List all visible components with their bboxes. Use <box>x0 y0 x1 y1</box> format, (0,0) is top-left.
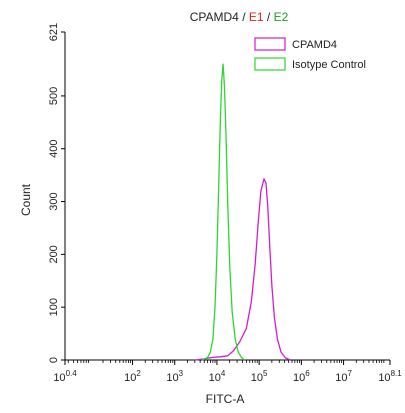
series-line-cpamd4 <box>194 178 291 361</box>
legend-label: CPAMD4 <box>292 39 337 51</box>
title-separator: / <box>264 10 274 24</box>
x-axis-label: FITC-A <box>206 392 245 406</box>
legend-label: Isotype Control <box>292 59 366 71</box>
series-line-isotype-control <box>202 63 245 361</box>
chart-title: CPAMD4 / E1 / E2 <box>190 10 289 24</box>
y-tick-label: 100 <box>48 298 60 316</box>
series-layer <box>194 63 291 361</box>
y-tick-label: 0 <box>48 357 60 363</box>
x-tick-label: 100.4 <box>53 369 77 384</box>
y-tick-label: 200 <box>48 245 60 263</box>
y-tick-label: 500 <box>48 87 60 105</box>
title-e1: E1 <box>249 10 264 24</box>
x-tick-label: 102 <box>124 369 141 384</box>
x-tick-label: 106 <box>293 369 310 384</box>
title-main: CPAMD4 / <box>190 10 249 24</box>
axes: 0 100 200 300 400 500 621 100.4 102 103 104 105 106 1… <box>48 23 402 384</box>
legend: CPAMD4 Isotype Control <box>254 37 366 71</box>
legend-swatch <box>254 37 286 51</box>
title-e2: E2 <box>274 10 289 24</box>
y-tick-label: 621 <box>48 23 60 41</box>
y-tick-label: 400 <box>48 140 60 158</box>
y-tick-label: 300 <box>48 192 60 210</box>
x-tick-label: 105 <box>251 369 268 384</box>
x-tick-label: 103 <box>166 369 183 384</box>
x-tick-label: 104 <box>209 369 226 384</box>
legend-swatch <box>254 57 286 71</box>
y-axis-label: Count <box>19 183 33 216</box>
x-tick-label: 108.1 <box>378 369 402 384</box>
x-tick-label: 107 <box>335 369 352 384</box>
